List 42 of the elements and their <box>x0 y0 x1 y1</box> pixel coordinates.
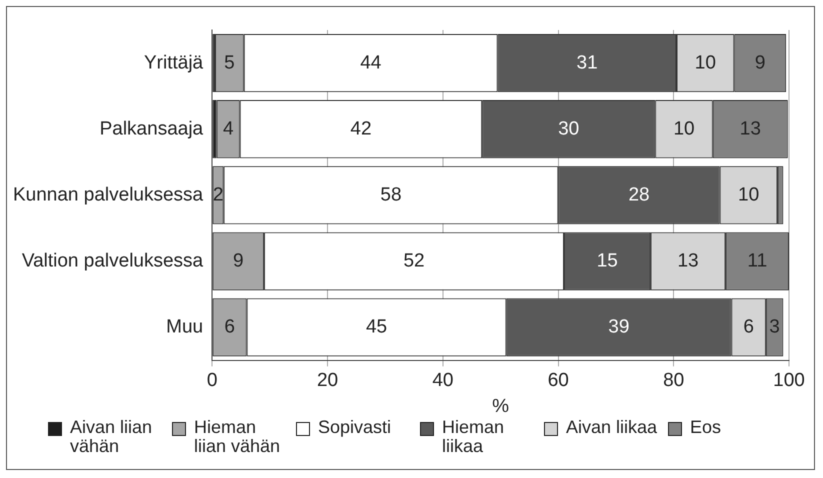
data-label: 10 <box>673 118 695 140</box>
data-label: 2 <box>212 184 224 206</box>
legend-label: Aivan liian vähän <box>70 417 154 456</box>
x-tick-label: 100 <box>773 370 805 392</box>
data-label: 31 <box>576 52 598 74</box>
y-tick-label: Kunnan palveluksessa <box>12 184 204 206</box>
x-tick-label: 60 <box>548 370 569 392</box>
x-tick-label: 0 <box>206 370 218 392</box>
data-label: 6 <box>743 316 754 338</box>
data-label: 39 <box>608 316 630 338</box>
legend-label: Hieman liikaa <box>442 417 506 456</box>
x-tick-label: 80 <box>663 370 684 392</box>
legend-label: Aivan liikaa <box>566 417 658 437</box>
data-label: 15 <box>596 250 618 272</box>
legend-label: Hieman liian vähän <box>194 417 282 456</box>
legend-label: Eos <box>690 417 722 437</box>
data-label: 9 <box>754 52 766 74</box>
data-label: 3 <box>769 316 780 338</box>
data-label: 45 <box>366 316 388 338</box>
y-tick-label: Palkansaaja <box>100 118 204 140</box>
data-label: 52 <box>403 250 425 272</box>
data-label: 28 <box>628 184 650 206</box>
data-label: 11 <box>747 250 768 272</box>
data-label: 42 <box>350 118 372 140</box>
y-tick-label: Muu <box>166 316 204 338</box>
data-label: 13 <box>677 250 699 272</box>
data-label: 6 <box>224 316 235 338</box>
x-tick-label: 40 <box>432 370 454 392</box>
x-tick-label: 20 <box>316 370 338 392</box>
data-label: 4 <box>222 118 234 140</box>
data-label: 44 <box>360 52 382 74</box>
y-tick-label: Yrittäjä <box>144 52 204 74</box>
data-label: 30 <box>558 118 580 140</box>
data-label: 13 <box>740 118 761 140</box>
y-tick-label: Valtion palveluksessa <box>22 250 204 272</box>
data-label: 5 <box>224 52 235 74</box>
legend-label: Sopivasti <box>318 417 392 437</box>
data-label: 10 <box>694 52 716 74</box>
x-axis-title: % <box>492 396 510 417</box>
data-label: 58 <box>380 184 402 206</box>
data-label: 10 <box>738 184 760 206</box>
data-label: 9 <box>233 250 244 272</box>
